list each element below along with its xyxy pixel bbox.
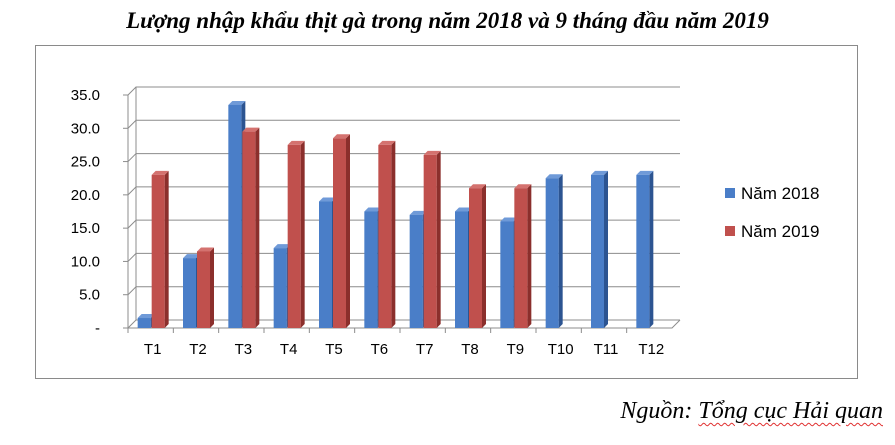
bar-side [255, 127, 260, 328]
bar-side [346, 134, 350, 328]
bar-top [423, 150, 441, 155]
bar-top [545, 174, 563, 179]
bar-top [514, 184, 532, 189]
y-tick-label: - [95, 320, 100, 337]
bar-side [527, 184, 532, 328]
bar-side [300, 140, 305, 328]
source-note: Nguồn: Tổng cục Hải quan [620, 398, 883, 425]
x-tick-label: T2 [189, 341, 207, 358]
bar-2018 [545, 178, 559, 328]
bar-top [469, 184, 486, 189]
y-tick-label: 35.0 [71, 87, 100, 104]
gridline [127, 153, 680, 162]
bar-side [558, 174, 563, 328]
bar-top [197, 247, 214, 252]
x-tick-label: T3 [235, 341, 253, 358]
bar-2018 [137, 318, 151, 328]
bar-2018 [364, 211, 378, 328]
bar-2019 [287, 144, 301, 328]
source-name: Tổng cục Hải quan [698, 398, 883, 424]
x-tick-label: T12 [638, 341, 664, 358]
bar-top [636, 170, 654, 175]
bar-side [391, 140, 396, 328]
bar-2018 [273, 248, 287, 328]
chart-title: Lượng nhập khẩu thịt gà trong năm 2018 v… [126, 8, 769, 33]
legend-swatch [725, 226, 735, 236]
bar-2019 [469, 188, 482, 328]
y-tick-label: 30.0 [71, 120, 100, 137]
legend-label: Năm 2018 [741, 184, 819, 203]
y-tick-label: 20.0 [71, 187, 100, 204]
source-prefix: Nguồn: [620, 398, 699, 424]
x-tick-label: T1 [144, 341, 162, 358]
x-tick-label: T5 [325, 341, 343, 358]
bar-2018 [636, 174, 650, 328]
bar-side [482, 184, 486, 328]
bar-2018 [319, 201, 332, 328]
x-tick-label: T8 [461, 341, 479, 358]
bar-side [210, 247, 214, 328]
bar-2018 [455, 211, 468, 328]
legend-label: Năm 2019 [741, 222, 819, 241]
bar-2019 [514, 188, 528, 328]
bar-top [364, 207, 382, 212]
gridline [127, 86, 680, 96]
bar-side [436, 150, 441, 328]
bar-2019 [151, 174, 165, 328]
bar-side [649, 170, 654, 328]
bar-2019 [378, 144, 392, 328]
x-tick-label: T9 [507, 341, 525, 358]
y-tick-label: 10.0 [71, 253, 100, 270]
legend-swatch [725, 188, 735, 198]
gridline [127, 119, 680, 129]
bar-2018 [591, 174, 604, 328]
y-tick-label: 5.0 [79, 287, 100, 304]
bar-2018 [409, 214, 423, 328]
chart-frame [35, 45, 858, 379]
bar-top [273, 244, 291, 249]
bar-2018 [228, 104, 242, 328]
bar-top [287, 140, 305, 145]
x-tick-label: T6 [371, 341, 389, 358]
bar-top [500, 217, 518, 222]
bar-side [604, 170, 608, 328]
bar-side [164, 170, 169, 328]
bar-2019 [333, 138, 346, 328]
bar-top [591, 170, 608, 175]
bar-top [242, 127, 260, 132]
y-tick-label: 15.0 [71, 220, 100, 237]
x-tick-label: T10 [548, 341, 574, 358]
bar-top [228, 100, 246, 105]
bar-top [333, 134, 350, 139]
bar-top [137, 314, 155, 319]
bar-2018 [500, 221, 514, 328]
bar-2019 [423, 154, 437, 328]
x-tick-label: T4 [280, 341, 298, 358]
bar-top [319, 197, 336, 202]
bar-2019 [242, 131, 256, 328]
y-tick-label: 25.0 [71, 154, 100, 171]
bar-2019 [197, 251, 210, 328]
bar-top [409, 210, 427, 215]
x-tick-label: T7 [416, 341, 434, 358]
bar-top [455, 207, 472, 212]
bar-top [183, 254, 200, 259]
bar-top [378, 140, 396, 145]
bar-top [151, 170, 169, 175]
bar-2018 [183, 258, 196, 328]
x-tick-label: T11 [594, 341, 619, 358]
